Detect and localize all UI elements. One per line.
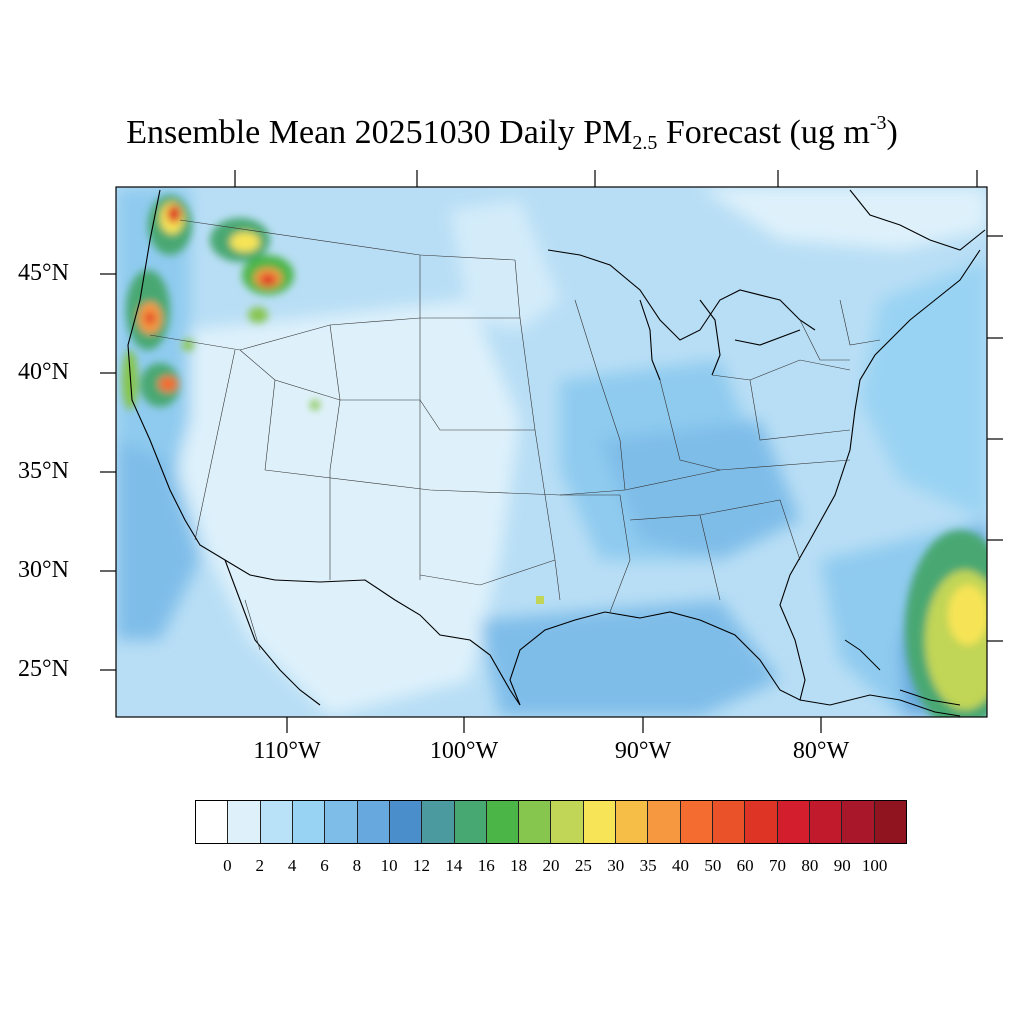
colorbar-box-2	[260, 801, 293, 843]
colorbar-box-14	[648, 801, 681, 843]
title-prefix: Ensemble Mean 20251030 Daily PM	[126, 114, 633, 151]
colorbar-box-16	[713, 801, 746, 843]
colorbar-label-7: 14	[445, 856, 463, 875]
colorbar-label-4: 8	[352, 856, 362, 875]
islands	[799, 639, 961, 717]
colorbar-box-8	[454, 801, 487, 843]
colorbar-label-10: 20	[542, 856, 560, 875]
colorbar-label-19: 90	[833, 856, 851, 875]
colorbar-label-15: 50	[704, 856, 722, 875]
colorbar-box-17	[745, 801, 778, 843]
lat-label-30: 30°N	[18, 557, 69, 583]
colorbar-box-5	[357, 801, 390, 843]
colorbar-box-20	[842, 801, 875, 843]
colorbar-label-14: 40	[671, 856, 689, 875]
colorbar-box-12	[583, 801, 617, 843]
colorbar-label-18: 80	[801, 856, 819, 875]
state-boundaries	[149, 219, 881, 651]
left-ticks	[100, 273, 116, 671]
lat-label-40: 40°N	[18, 359, 69, 385]
colorbar-label-12: 30	[607, 856, 625, 875]
colorbar	[195, 800, 907, 844]
title-suffix: )	[886, 114, 898, 151]
colorbar-label-17: 70	[769, 856, 787, 875]
colorbar-label-5: 10	[380, 856, 398, 875]
lon-label-90w: 90°W	[614, 738, 672, 764]
title-middle: Forecast (ug m	[657, 114, 870, 151]
lat-label-25: 25°N	[18, 656, 69, 682]
bottom-ticks	[286, 717, 822, 733]
right-ticks	[987, 235, 1003, 642]
colorbar-box-19	[809, 801, 843, 843]
lon-label-100w: 100°W	[429, 738, 499, 764]
colorbar-box-15	[680, 801, 713, 843]
colorbar-label-13: 35	[639, 856, 657, 875]
map-frame	[115, 186, 988, 718]
colorbar-label-20: 100	[861, 856, 888, 875]
lon-label-80w: 80°W	[792, 738, 850, 764]
lon-label-110w: 110°W	[253, 738, 321, 764]
colorbar-label-2: 4	[287, 856, 297, 875]
colorbar-box-6	[389, 801, 423, 843]
colorbar-box-9	[486, 801, 520, 843]
colorbar-box-1	[228, 801, 261, 843]
lat-label-45: 45°N	[18, 260, 69, 286]
colorbar-box-18	[777, 801, 810, 843]
colorbar-box-3	[292, 801, 326, 843]
atlantic-plume	[905, 530, 987, 717]
colorbar-label-3: 6	[320, 856, 329, 875]
colorbar-box-7	[422, 801, 455, 843]
smoke-plumes	[122, 195, 320, 410]
colorbar-label-0: 0	[223, 856, 232, 875]
colorbar-box-21	[874, 801, 906, 843]
colorbar-label-16: 60	[736, 856, 754, 875]
coastlines	[127, 189, 986, 706]
colorbar-label-9: 18	[510, 856, 528, 875]
colorbar-label-11: 25	[574, 856, 592, 875]
colorbar-box-13	[616, 801, 649, 843]
map-title: Ensemble Mean 20251030 Daily PM2.5 Forec…	[0, 112, 1024, 155]
colorbar-box-0	[196, 801, 229, 843]
colorbar-box-11	[551, 801, 584, 843]
colorbar-label-8: 16	[477, 856, 495, 875]
texas-hotspot	[536, 596, 544, 604]
lat-label-35: 35°N	[18, 458, 69, 484]
top-ticks	[234, 170, 978, 187]
colorbar-label-6: 12	[413, 856, 431, 875]
colorbar-box-10	[519, 801, 552, 843]
map-plot-area	[116, 187, 987, 717]
title-superscript: -3	[869, 112, 887, 134]
title-subscript: 2.5	[632, 132, 658, 154]
colorbar-label-1: 2	[255, 856, 264, 875]
colorbar-box-4	[325, 801, 358, 843]
